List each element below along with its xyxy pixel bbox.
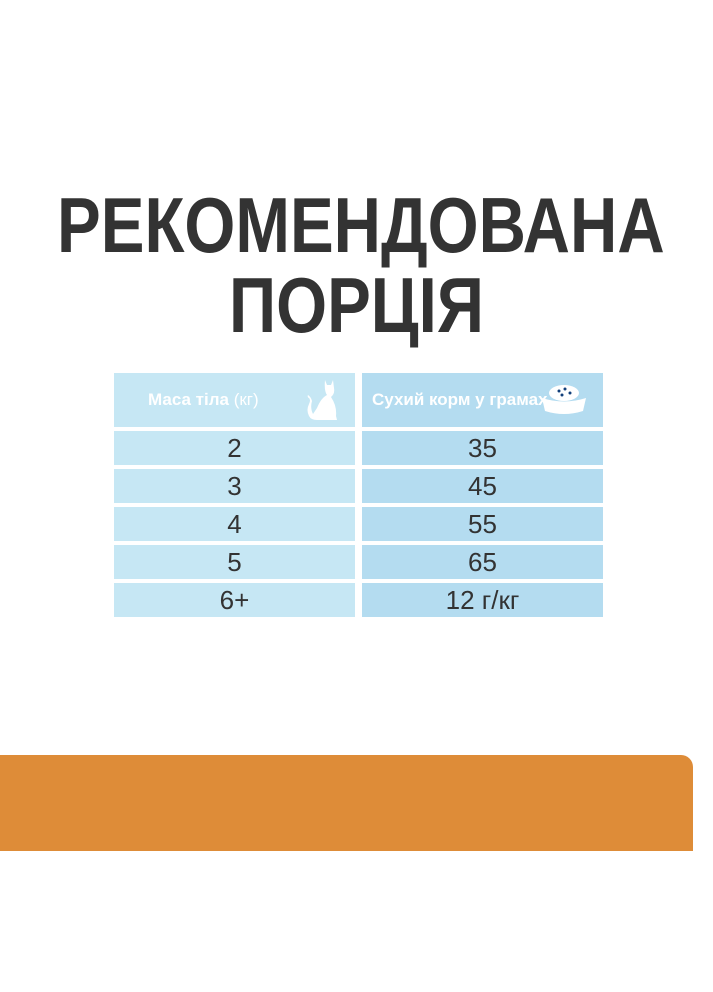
page-title-line1: РЕКОМЕНДОВАНА bbox=[57, 181, 665, 269]
header-body-weight: Маса тіла (кг) bbox=[114, 373, 355, 427]
cell-food: 65 bbox=[362, 545, 603, 579]
cell-food: 45 bbox=[362, 469, 603, 503]
cell-weight: 2 bbox=[114, 431, 355, 465]
cell-food: 35 bbox=[362, 431, 603, 465]
food-bowl-icon bbox=[542, 385, 586, 414]
header-unit: (кг) bbox=[233, 390, 259, 409]
header-dry-food: Сухий корм у грамах bbox=[362, 373, 603, 427]
page-title-line2: ПОРЦІЯ bbox=[229, 261, 484, 349]
cell-food: 12 г/кг bbox=[362, 583, 603, 617]
header-label: Маса тіла bbox=[148, 390, 229, 409]
cell-weight: 4 bbox=[114, 507, 355, 541]
cell-weight: 6+ bbox=[114, 583, 355, 617]
orange-band bbox=[0, 755, 693, 851]
cell-food: 55 bbox=[362, 507, 603, 541]
cell-weight: 3 bbox=[114, 469, 355, 503]
header-label: Сухий корм у грамах bbox=[372, 390, 548, 409]
cat-icon bbox=[307, 380, 337, 420]
cell-weight: 5 bbox=[114, 545, 355, 579]
